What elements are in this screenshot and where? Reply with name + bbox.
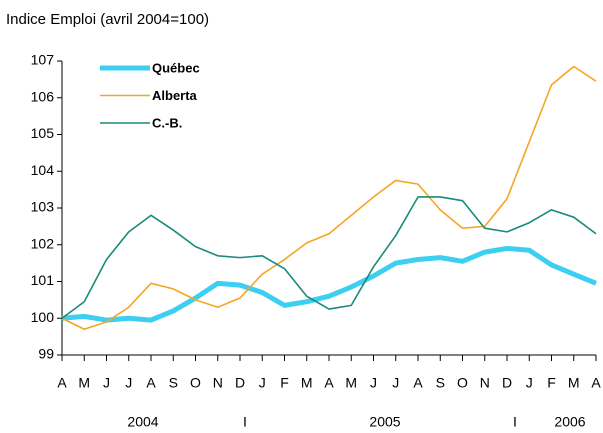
series-line xyxy=(61,196,597,319)
x-tick-label: A xyxy=(591,375,601,391)
y-tick-label: 104 xyxy=(31,162,55,178)
x-tick-label: M xyxy=(78,375,90,391)
series-line xyxy=(61,65,597,331)
x-tick-label: O xyxy=(457,375,468,391)
x-tick-label: J xyxy=(370,375,377,391)
legend-label: Québec xyxy=(152,60,200,75)
x-tick-label: A xyxy=(57,375,67,391)
x-tick-label: J xyxy=(392,375,399,391)
x-tick-label: J xyxy=(526,375,533,391)
chart-title: Indice Emploi (avril 2004=100) xyxy=(6,11,209,28)
x-tick-label: D xyxy=(502,375,512,391)
x-tick-label: F xyxy=(547,375,556,391)
x-tick-label: N xyxy=(480,375,490,391)
y-tick-label: 107 xyxy=(31,52,55,68)
y-tick-label: 100 xyxy=(31,309,55,325)
year-label: 2004 xyxy=(127,414,158,430)
x-tick-label: J xyxy=(103,375,110,391)
x-tick-label: N xyxy=(213,375,223,391)
x-tick-label: S xyxy=(436,375,445,391)
x-tick-label: F xyxy=(280,375,289,391)
x-tick-label: S xyxy=(169,375,178,391)
y-tick-label: 99 xyxy=(38,346,54,362)
x-tick-label: M xyxy=(301,375,313,391)
x-tick-label: J xyxy=(259,375,266,391)
year-label: I xyxy=(513,414,517,430)
x-tick-label: M xyxy=(345,375,357,391)
x-tick-label: D xyxy=(235,375,245,391)
legend-label: Alberta xyxy=(152,88,198,103)
x-tick-label: J xyxy=(125,375,132,391)
y-tick-label: 105 xyxy=(31,125,55,141)
x-tick-label: A xyxy=(413,375,423,391)
series-line xyxy=(61,245,597,323)
legend-label: C.-B. xyxy=(152,115,182,130)
x-tick-label: A xyxy=(146,375,156,391)
y-tick-label: 103 xyxy=(31,199,55,215)
x-tick-label: O xyxy=(190,375,201,391)
y-tick-label: 102 xyxy=(31,235,55,251)
y-tick-label: 101 xyxy=(31,272,55,288)
year-label: 2006 xyxy=(554,414,585,430)
x-tick-label: M xyxy=(568,375,580,391)
year-label: 2005 xyxy=(369,414,400,430)
y-tick-label: 106 xyxy=(31,88,55,104)
x-tick-label: A xyxy=(324,375,334,391)
year-label: I xyxy=(243,414,247,430)
